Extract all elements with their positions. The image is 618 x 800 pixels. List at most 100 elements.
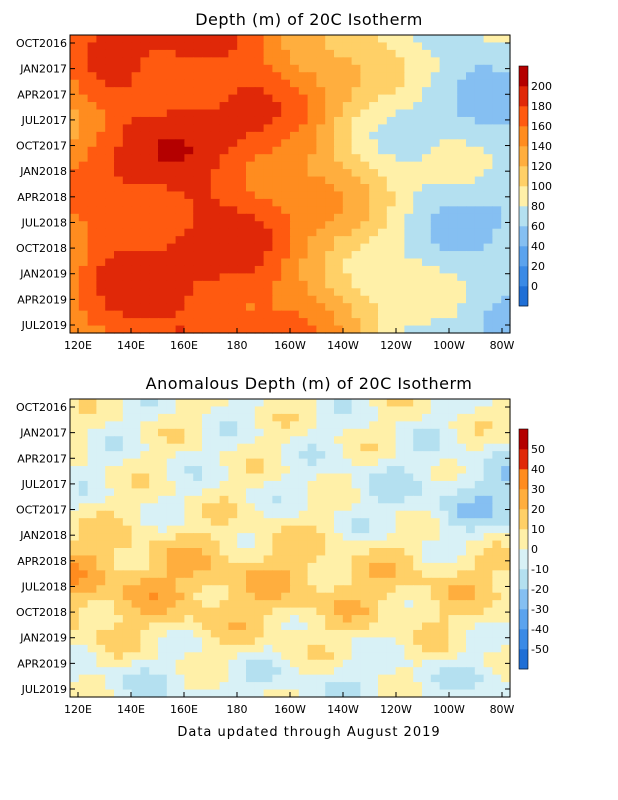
heatmap-cell [246,615,256,624]
heatmap-cell [501,652,511,661]
heatmap-cell [158,124,168,133]
heatmap-cell [210,637,221,646]
heatmap-cell [78,488,89,497]
heatmap-cell [342,325,353,334]
heatmap-cell [184,42,194,51]
heatmap-cell [439,466,449,475]
heatmap-cell [281,682,291,691]
heatmap-cell [325,102,335,111]
heatmap-cell [149,131,159,140]
heatmap-cell [175,258,185,267]
heatmap-cell [254,488,265,497]
heatmap-cell [386,288,397,297]
heatmap-cell [307,79,317,88]
heatmap-cell [439,146,449,155]
heatmap-cell [78,674,89,683]
heatmap-cell [246,35,256,44]
heatmap-cell [430,116,441,125]
heatmap-cell [422,191,432,200]
heatmap-cell [281,161,291,170]
heatmap-cell [501,87,511,96]
heatmap-cell [149,318,159,327]
heatmap-cell [395,525,405,534]
heatmap-cell [272,600,282,609]
heatmap-cell [298,413,309,422]
heatmap-cell [281,622,291,631]
heatmap-cell [430,243,441,252]
heatmap-cell [122,562,133,571]
heatmap-cell [281,585,291,594]
heatmap-cell [70,154,80,163]
heatmap-cell [281,555,291,564]
heatmap-cell [87,116,97,125]
heatmap-cell [298,251,309,260]
x-tick-label: 100W [433,703,465,716]
heatmap-cell [158,615,168,624]
heatmap-cell [378,236,388,245]
heatmap-cell [342,191,353,200]
heatmap-cell [413,251,423,260]
heatmap-cell [360,525,370,534]
heatmap-cell [448,72,458,81]
heatmap-cell [334,503,344,512]
heatmap-cell [96,562,106,571]
heatmap-cell [378,637,388,646]
heatmap-cell [448,570,458,579]
heatmap-cell [351,221,361,230]
heatmap-cell [378,318,388,327]
heatmap-cell [87,562,97,571]
heatmap-cell [122,443,133,452]
heatmap-cell [114,585,124,594]
heatmap-cell [122,198,133,207]
heatmap-cell [263,592,273,601]
heatmap-cell [237,236,247,245]
heatmap-cell [246,258,256,267]
heatmap-cell [351,518,361,527]
heatmap-cell [166,540,177,549]
heatmap-cell [307,488,317,497]
heatmap-cell [448,399,458,408]
heatmap-cell [334,443,344,452]
heatmap-cell [404,674,414,683]
heatmap-cell [246,644,256,653]
heatmap-cell [175,102,185,111]
heatmap-cell [96,124,106,133]
heatmap-cell [96,555,106,564]
heatmap-cell [474,198,485,207]
heatmap-cell [466,206,476,215]
heatmap-cell [360,600,370,609]
heatmap-cell [386,682,397,691]
heatmap-cell [166,428,177,437]
heatmap-cell [272,473,282,482]
heatmap-cell [448,600,458,609]
heatmap-cell [193,652,203,661]
heatmap-cell [466,273,476,282]
heatmap-cell [219,473,229,482]
heatmap-cell [360,585,370,594]
heatmap-cell [184,615,194,624]
heatmap-cell [105,325,115,334]
heatmap-cell [175,428,185,437]
heatmap-cell [439,303,449,312]
heatmap-cell [166,72,177,81]
heatmap-cell [492,443,502,452]
heatmap-cell [492,466,502,475]
heatmap-cell [263,57,273,66]
heatmap-cell [369,562,379,571]
heatmap-cell [184,169,194,178]
heatmap-cell [474,288,485,297]
heatmap-cell [78,428,89,437]
heatmap-cell [219,629,229,638]
heatmap-cell [290,473,300,482]
heatmap-cell [386,64,397,73]
heatmap-cell [202,428,212,437]
heatmap-cell [219,265,229,274]
heatmap-cell [483,600,493,609]
heatmap-cell [492,273,502,282]
heatmap-cell [228,191,238,200]
heatmap-cell [193,57,203,66]
heatmap-cell [316,35,326,44]
heatmap-cell [96,265,106,274]
heatmap-cell [140,221,150,230]
heatmap-cell [430,518,441,527]
